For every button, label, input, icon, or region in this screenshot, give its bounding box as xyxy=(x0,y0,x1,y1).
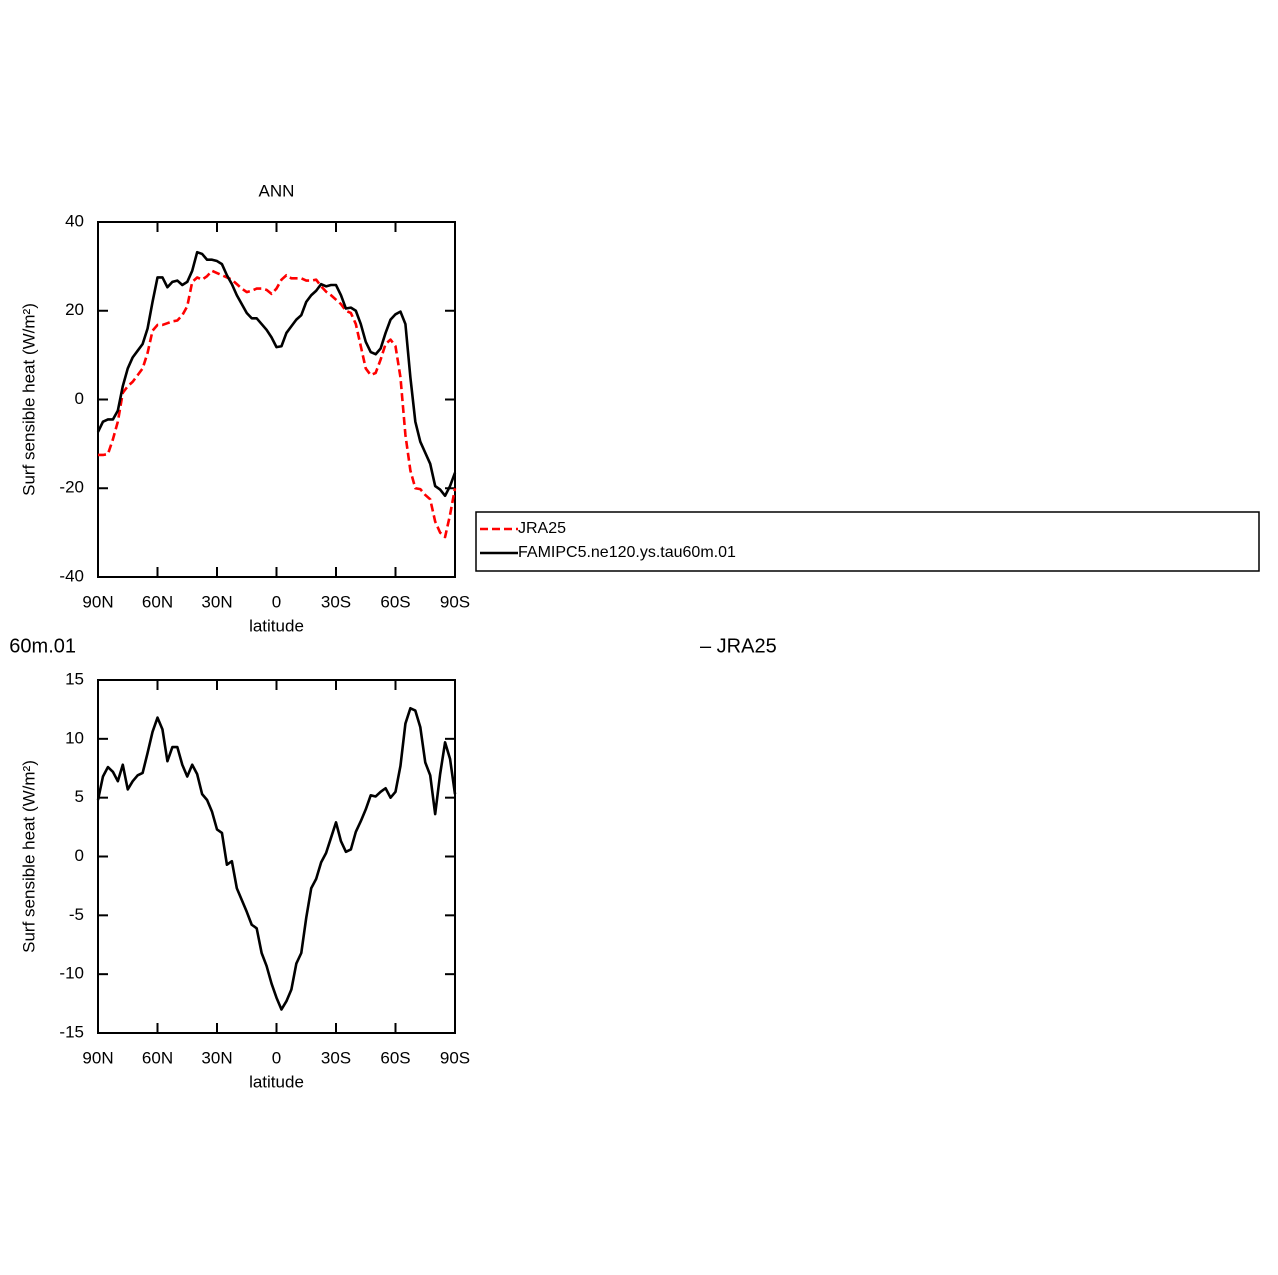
y-axis-label: Surf sensible heat (W/m²) xyxy=(19,303,38,496)
y-tick-label: -40 xyxy=(59,566,84,585)
x-tick-label: 60S xyxy=(380,1048,410,1067)
y-tick-label: 15 xyxy=(65,669,84,688)
x-tick-label: 60N xyxy=(142,1048,173,1067)
y-tick-label: -5 xyxy=(69,905,84,924)
x-tick-label: 0 xyxy=(272,1048,281,1067)
y-tick-label: 40 xyxy=(65,211,84,230)
y-tick-label: 20 xyxy=(65,300,84,319)
legend-box xyxy=(475,511,1260,572)
legend-label: FAMIPC5.ne120.ys.tau60m.01 xyxy=(518,544,736,561)
x-tick-label: 0 xyxy=(272,592,281,611)
chart-title-part: – JRA25 xyxy=(700,635,777,657)
x-tick-label: 30N xyxy=(201,592,232,611)
y-axis-label: Surf sensible heat (W/m²) xyxy=(19,760,38,953)
y-tick-label: -10 xyxy=(59,964,84,983)
x-tick-label: 60N xyxy=(142,592,173,611)
data-line xyxy=(98,269,457,539)
x-tick-label: 30S xyxy=(321,592,351,611)
y-tick-label: -20 xyxy=(59,478,84,497)
x-axis-label: latitude xyxy=(249,1072,304,1091)
chart-title-part: 60m.01 xyxy=(9,635,76,657)
legend-label: JRA25 xyxy=(518,520,566,537)
y-tick-label: 0 xyxy=(75,846,84,865)
x-axis-label: latitude xyxy=(249,616,304,635)
y-tick-label: -15 xyxy=(59,1022,84,1041)
chart-title: ANN xyxy=(259,181,295,200)
y-tick-label: 0 xyxy=(75,389,84,408)
x-tick-label: 90N xyxy=(82,1048,113,1067)
x-tick-label: 90S xyxy=(440,592,470,611)
x-tick-label: 30S xyxy=(321,1048,351,1067)
x-tick-label: 90S xyxy=(440,1048,470,1067)
data-line xyxy=(96,250,457,498)
x-tick-label: 30N xyxy=(201,1048,232,1067)
y-tick-label: 5 xyxy=(75,787,84,806)
y-tick-label: 10 xyxy=(65,728,84,747)
x-tick-label: 60S xyxy=(380,592,410,611)
data-line xyxy=(96,706,457,1011)
x-tick-label: 90N xyxy=(82,592,113,611)
